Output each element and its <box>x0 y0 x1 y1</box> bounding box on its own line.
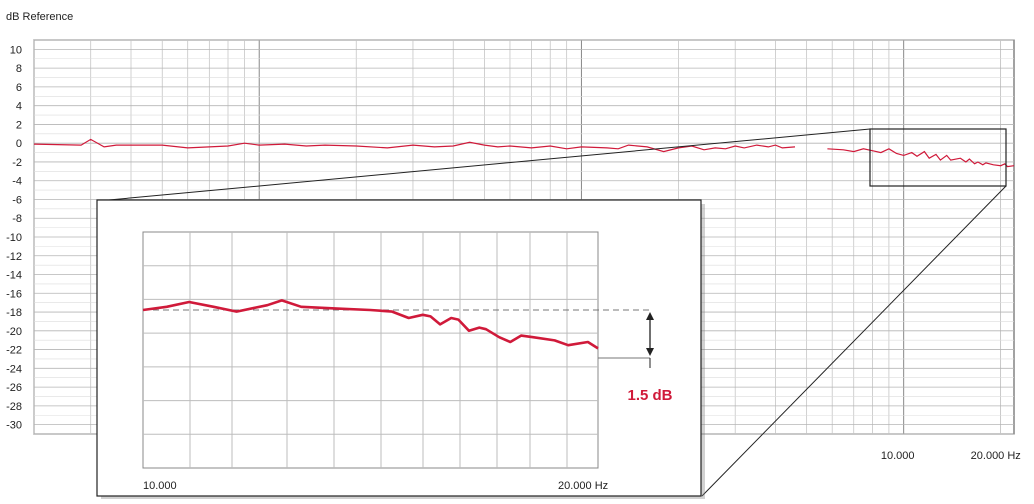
y-tick-label: -24 <box>6 363 22 375</box>
y-tick-label: -4 <box>12 176 22 188</box>
y-tick-label: -16 <box>6 288 22 300</box>
y-tick-label: -18 <box>6 307 22 319</box>
inset-x-tick-label: 10.000 <box>143 480 177 492</box>
inset-x-tick-labels: 10.000 20.000 Hz <box>143 480 608 492</box>
zoom-connector-line <box>97 128 871 202</box>
y-tick-label: -20 <box>6 326 22 338</box>
y-tick-label: -8 <box>12 213 22 225</box>
zoom-connector-line <box>701 185 1007 497</box>
y-tick-label: 2 <box>16 119 22 131</box>
x-tick-label: 10.000 <box>881 450 915 462</box>
y-tick-label: 0 <box>16 138 22 150</box>
y-tick-label: 6 <box>16 82 22 94</box>
y-tick-label: -14 <box>6 270 22 282</box>
y-tick-label: -26 <box>6 382 22 394</box>
y-tick-label: 10 <box>10 44 22 56</box>
inset-frame <box>142 231 599 469</box>
inset-panel <box>96 199 702 497</box>
y-tick-label: -6 <box>12 194 22 206</box>
y-tick-label: -12 <box>6 251 22 263</box>
inset-annotation: 1.5 dB <box>627 312 673 404</box>
y-tick-label: -30 <box>6 420 22 432</box>
y-tick-label: -22 <box>6 345 22 357</box>
main-series <box>33 138 1015 168</box>
annotation-label: 1.5 dB <box>627 387 672 404</box>
y-tick-label: -10 <box>6 232 22 244</box>
y-tick-label: -28 <box>6 401 22 413</box>
x-tick-label: 20.000 Hz <box>971 450 1021 462</box>
zoom-region-box <box>869 128 1007 187</box>
y-tick-label: 4 <box>16 101 22 113</box>
y-tick-label: 8 <box>16 63 22 75</box>
inset-series <box>142 299 599 350</box>
response-line <box>827 148 1015 168</box>
inset-response-line <box>142 299 599 350</box>
arrow-head-down <box>646 348 654 356</box>
response-line <box>33 138 796 153</box>
y-tick-label: -2 <box>12 157 22 169</box>
y-tick-labels: 10 8 6 4 2 0 -2 -4 -6 -8 -10 -12 -14 -16 -18 -20 -22 -24 -… <box>6 44 22 431</box>
arrow-head-up <box>646 312 654 320</box>
y-axis-label: dB Reference <box>6 11 73 23</box>
inset-x-tick-label: 20.000 Hz <box>558 480 608 492</box>
